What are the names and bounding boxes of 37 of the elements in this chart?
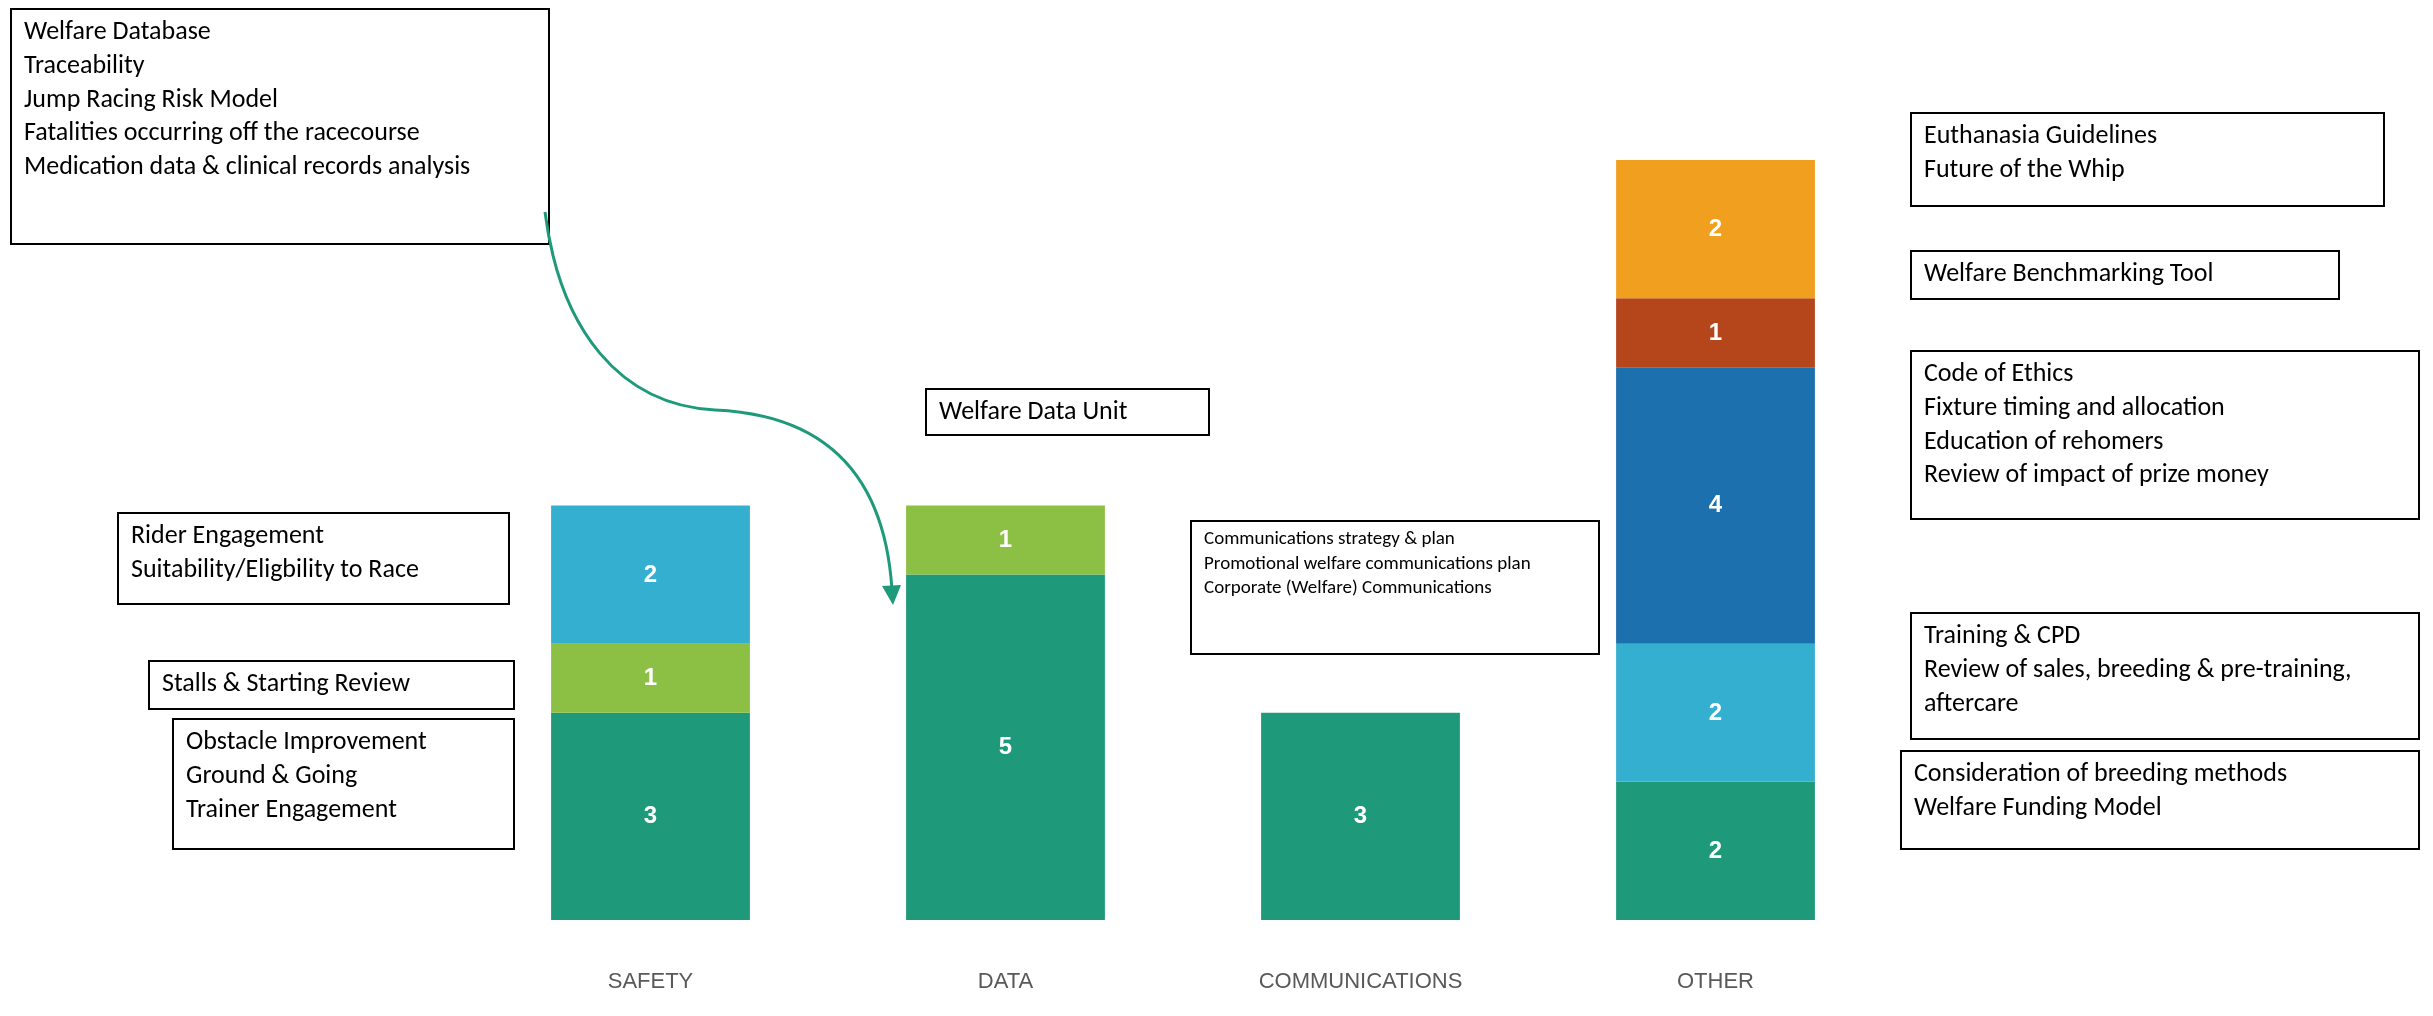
- bar: [1616, 367, 1815, 644]
- bar: [1616, 643, 1815, 782]
- text-box: Rider Engagement Suitability/Eligbility to Race: [117, 512, 510, 605]
- data-label: 5: [998, 732, 1013, 760]
- text-box: Obstacle Improvement Ground & Going Trainer Engagement: [172, 718, 515, 850]
- text-box: Welfare Data Unit: [925, 388, 1210, 436]
- bar: [1616, 781, 1815, 920]
- bar: [1616, 298, 1815, 368]
- data-label: 1: [1708, 317, 1723, 345]
- bar: [551, 712, 750, 920]
- data-label: 1: [643, 663, 658, 691]
- bar: [1616, 160, 1815, 299]
- bar: [1261, 712, 1460, 920]
- x-tick-label: SAFETY: [607, 967, 694, 993]
- data-label: 3: [643, 801, 658, 829]
- data-label: 2: [1708, 835, 1723, 863]
- data-label: 1: [998, 525, 1013, 552]
- text-box: Training & CPD Review of sales, breeding & pre-training, aftercare: [1910, 612, 2420, 740]
- bar: [551, 505, 750, 644]
- text-box: Welfare Benchmarking Tool: [1910, 250, 2340, 300]
- text-box: Code of Ethics Fixture timing and allocation Education of rehomers Review of impact of prize money: [1910, 350, 2420, 520]
- x-tick-label: DATA: [977, 967, 1034, 993]
- data-label: 2: [1708, 214, 1723, 242]
- x-tick-label: COMMUNICATIONS: [1258, 967, 1463, 993]
- text-box: Communications strategy & plan Promotional welfare communications plan Corporate (Welfare) Communications: [1190, 520, 1600, 655]
- x-tick-label: OTHER: [1677, 967, 1754, 993]
- text-box: Consideration of breeding methods Welfare Funding Model: [1900, 750, 2420, 850]
- data-label: 2: [643, 559, 658, 587]
- bar: [906, 505, 1105, 575]
- data-label: 3: [1353, 801, 1368, 829]
- bar: [906, 574, 1105, 920]
- text-box: Welfare Database Traceability Jump Racing Risk Model Fatalities occurring off the racecourse Medication data & clinical records analysis: [10, 8, 550, 245]
- text-box: Stalls & Starting Review: [148, 660, 515, 710]
- text-box: Euthanasia Guidelines Future of the Whip: [1910, 112, 2385, 207]
- data-label: 2: [1708, 697, 1723, 725]
- data-label: 4: [1708, 490, 1723, 518]
- bar: [551, 643, 750, 713]
